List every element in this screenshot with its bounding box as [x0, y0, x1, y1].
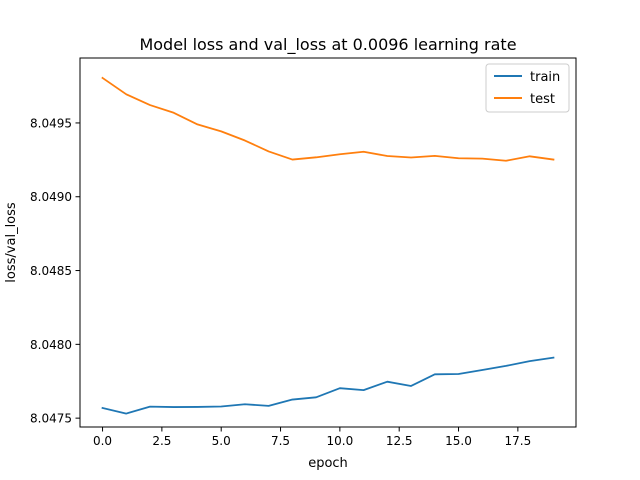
x-tick-label: 2.5	[152, 434, 171, 448]
x-tick-label: 10.0	[327, 434, 354, 448]
legend-train-label: train	[530, 70, 560, 85]
y-axis-label: loss/val_loss	[4, 202, 19, 283]
x-axis-label: epoch	[308, 456, 348, 471]
x-axis-ticks: 0.0 2.5 5.0 7.5 10.0 12.5 15.0 17.5	[93, 427, 531, 448]
series-test-line	[101, 76, 555, 162]
y-tick-label: 8.0490	[30, 190, 72, 204]
y-tick-label: 8.0495	[30, 116, 72, 130]
x-tick-label: 17.5	[504, 434, 531, 448]
plot-area	[80, 58, 576, 427]
series-layer	[101, 76, 555, 415]
legend-test-label: test	[530, 92, 555, 107]
y-tick-label: 8.0485	[30, 264, 72, 278]
y-axis-ticks: 8.0475 8.0480 8.0485 8.0490 8.0495	[30, 116, 80, 426]
plot-background	[80, 58, 576, 427]
x-tick-label: 15.0	[445, 434, 472, 448]
x-tick-label: 0.0	[93, 434, 112, 448]
legend: train test	[485, 63, 570, 113]
series-train-line	[101, 356, 555, 415]
plot-frame	[79, 57, 577, 428]
x-tick-label: 7.5	[271, 434, 290, 448]
chart-title: Model loss and val_loss at 0.0096 learni…	[139, 35, 516, 55]
y-tick-label: 8.0480	[30, 338, 72, 352]
y-tick-label: 8.0475	[30, 412, 72, 426]
x-tick-label: 12.5	[386, 434, 413, 448]
x-tick-label: 5.0	[212, 434, 231, 448]
